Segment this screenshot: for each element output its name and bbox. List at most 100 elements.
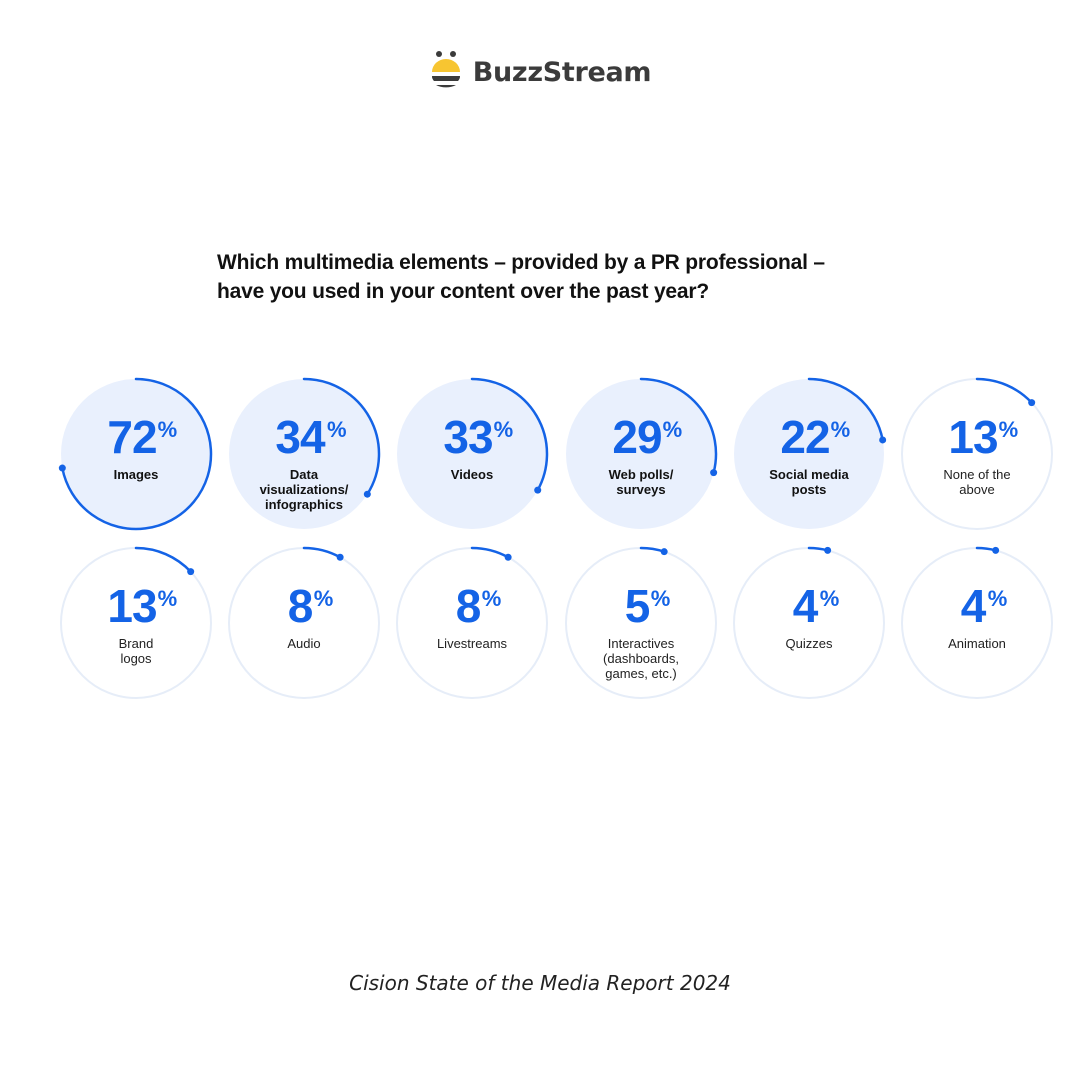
- stat-circle-bg: [566, 379, 716, 529]
- percent-sign: %: [651, 586, 671, 611]
- stat-circle: 33 % Videos: [397, 377, 549, 529]
- stat-label-line: posts: [792, 482, 827, 497]
- percent-sign: %: [327, 417, 347, 442]
- stat-label-line: Animation: [948, 636, 1006, 651]
- stat-label-line: (dashboards,: [603, 651, 679, 666]
- bee-logo-icon: [431, 51, 460, 88]
- stat-circle: 4 % Animation: [901, 546, 1053, 699]
- stat-value: 4: [961, 580, 987, 632]
- stat-value: 13: [948, 411, 997, 463]
- stat-circle-bg: [61, 379, 211, 529]
- stat-circle: 13 % None of the above: [901, 377, 1053, 530]
- stat-label-line: Interactives: [608, 636, 675, 651]
- progress-arc: [639, 377, 718, 474]
- stat-circle: 8 % Livestreams: [396, 546, 548, 699]
- progress-arc-end: [1028, 399, 1036, 407]
- question-line-1: Which multimedia elements – provided by …: [217, 251, 825, 274]
- percent-sign: %: [158, 417, 178, 442]
- brand-logo: BuzzStream: [0, 50, 1080, 94]
- stat-value: 29: [612, 411, 661, 463]
- stat-circle: 8 % Audio: [228, 546, 380, 699]
- progress-arc-end: [363, 490, 371, 498]
- stat-circle: 4 % Quizzes: [733, 546, 885, 699]
- progress-arc-end: [824, 546, 832, 554]
- brand-name: BuzzStream: [472, 56, 652, 88]
- progress-arc: [975, 377, 1033, 404]
- progress-arc-end: [534, 486, 542, 494]
- stat-label: Videos: [451, 467, 493, 482]
- stat-label: Data visualizations/infographics: [260, 467, 349, 512]
- stat-circle: 22 % Social media posts: [734, 377, 887, 529]
- stat-label-line: Quizzes: [786, 636, 833, 651]
- stat-value: 5: [625, 580, 650, 632]
- stat-label-line: Data: [290, 467, 319, 482]
- chart-question: Which multimedia elements – provided by …: [217, 248, 917, 306]
- stat-label-line: Videos: [451, 467, 493, 482]
- stat-value: 22: [780, 411, 829, 463]
- stat-circle: 13 %Brand logos: [60, 546, 212, 699]
- progress-arc-end: [710, 469, 718, 477]
- source-caption: Cision State of the Media Report 2024: [349, 971, 731, 995]
- stat-label: Brand logos: [119, 636, 154, 666]
- stat-label: Livestreams: [437, 636, 508, 651]
- percent-sign: %: [314, 586, 334, 611]
- progress-arc: [134, 546, 192, 573]
- stat-label-line: logos: [120, 651, 152, 666]
- stat-label: Quizzes: [786, 636, 833, 651]
- percent-sign: %: [820, 586, 840, 611]
- stat-label-line: visualizations/: [260, 482, 349, 497]
- stat-label: Interactives (dashboards, games, etc.): [603, 636, 679, 681]
- percent-sign: %: [494, 417, 514, 442]
- stat-value: 72: [107, 411, 156, 463]
- progress-arc-end: [879, 436, 887, 444]
- stat-label-line: surveys: [616, 482, 665, 497]
- stat-label-line: Brand: [119, 636, 154, 651]
- stat-circle: 5 % Interactives (dashboards, games, etc.): [565, 546, 717, 699]
- stat-value: 34: [275, 411, 326, 463]
- stat-label-line: games, etc.): [605, 666, 677, 681]
- stat-circle-bg: [734, 379, 884, 529]
- progress-arc-end: [187, 568, 195, 576]
- stat-label: Web polls/surveys: [609, 467, 674, 497]
- percent-sign: %: [831, 417, 851, 442]
- progress-arc-end: [58, 464, 66, 472]
- stat-label-line: Social media: [769, 467, 849, 482]
- progress-arc-end: [504, 553, 512, 561]
- stat-circle: 72 % Images: [58, 377, 213, 531]
- stat-circle-bg: [397, 379, 547, 529]
- progress-arc-end: [992, 546, 1000, 554]
- percent-sign: %: [158, 586, 178, 611]
- stat-label-line: infographics: [265, 497, 343, 512]
- stat-label: Audio: [287, 636, 320, 651]
- stat-circle: 29 % Web polls/surveys: [566, 377, 718, 529]
- stat-label-line: Images: [114, 467, 159, 482]
- stat-value: 8: [288, 580, 313, 632]
- percent-sign: %: [663, 417, 683, 442]
- percent-sign: %: [988, 586, 1008, 611]
- stat-label: Animation: [948, 636, 1006, 651]
- percent-sign: %: [999, 417, 1019, 442]
- stat-label: Images: [114, 467, 159, 482]
- progress-arc: [61, 377, 213, 531]
- progress-arc: [302, 377, 381, 496]
- stat-value: 13: [107, 580, 156, 632]
- stat-value: 4: [793, 580, 819, 632]
- stat-label-line: Web polls/: [609, 467, 674, 482]
- progress-arc: [470, 377, 549, 492]
- stat-label: Social media posts: [769, 467, 849, 497]
- progress-arc-end: [660, 548, 668, 556]
- stat-label-line: Livestreams: [437, 636, 508, 651]
- stat-value: 8: [456, 580, 481, 632]
- question-line-2: have you used in your content over the p…: [217, 280, 709, 303]
- progress-arc: [807, 377, 884, 442]
- progress-arc-end: [336, 553, 344, 561]
- stat-value: 33: [443, 411, 492, 463]
- stat-label-line: above: [959, 482, 994, 497]
- percent-sign: %: [482, 586, 502, 611]
- stat-label-line: Audio: [287, 636, 320, 651]
- stat-circle-bg: [229, 379, 379, 529]
- stat-circle: 34 % Data visualizations/infographics: [229, 377, 381, 529]
- stat-label: None of the above: [943, 467, 1010, 497]
- stat-label-line: None of the: [943, 467, 1010, 482]
